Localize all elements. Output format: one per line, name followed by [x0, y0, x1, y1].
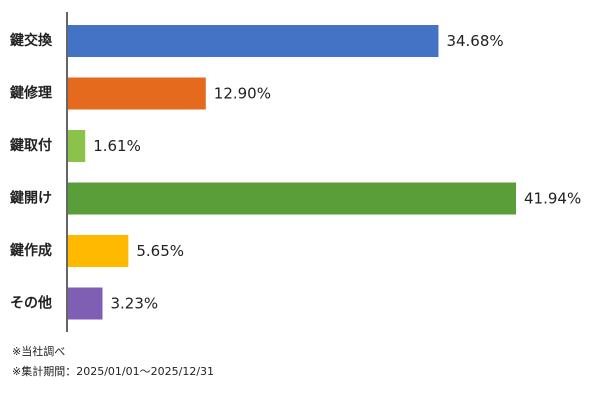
data-label: 41.94%	[524, 190, 581, 208]
bar	[68, 287, 103, 320]
data-label: 12.90%	[214, 85, 271, 103]
category-label: 鍵作成	[10, 242, 52, 259]
data-label: 34.68%	[446, 32, 503, 50]
footnote-source: ※当社調べ	[12, 345, 66, 358]
bar	[68, 130, 86, 162]
bar	[68, 25, 439, 57]
category-label: 鍵開け	[10, 190, 52, 207]
data-label: 5.65%	[136, 242, 184, 260]
data-label: 1.61%	[93, 137, 141, 155]
footnote-period: ※集計期間：2025/01/01～2025/12/31	[12, 365, 215, 378]
category-label: その他	[10, 295, 52, 312]
bar	[68, 235, 129, 267]
footnotes: ※当社調べ ※集計期間：2025/01/01～2025/12/31	[12, 342, 214, 382]
category-label: 鍵修理	[10, 85, 52, 102]
data-label: 3.23%	[111, 295, 159, 313]
category-label: 鍵交換	[10, 32, 53, 49]
bar	[68, 77, 206, 110]
bars-group: 鍵交換 34.68% 鍵修理 12.90% 鍵取付 1.61% 鍵開け 41.94% 鍵作成 5.…	[10, 25, 581, 320]
bar	[68, 182, 516, 215]
category-label: 鍵取付	[10, 137, 52, 154]
